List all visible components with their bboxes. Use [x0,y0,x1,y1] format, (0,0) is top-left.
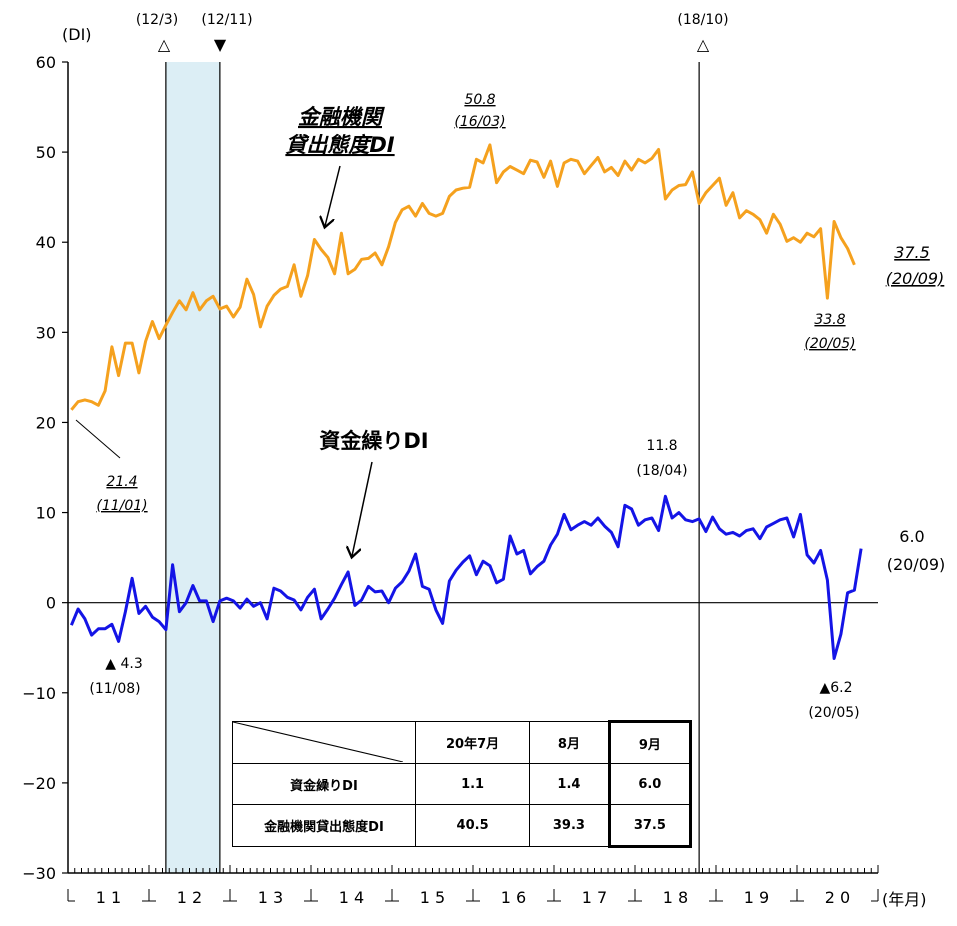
annotation-50-8: 50.8 [464,92,495,108]
annotation-33-8: 33.8 [814,312,845,328]
annotation-37-5: 37.5 [894,243,930,262]
event-marker-12-11: ▼ [214,35,227,54]
table-row-label: 金融機関貸出態度DI [232,804,416,847]
annotation-neg-4-3-date: (11/08) [89,681,140,697]
x-tick-label: 1 8 [663,888,688,907]
annotation-11-8-date: (18/04) [636,463,687,479]
y-tick-label: −30 [22,864,56,883]
annotation-6-0: 6.0 [899,527,924,546]
event-marker-12-3: △ [158,35,171,54]
y-tick-label: −20 [22,774,56,793]
x-tick-label: 1 5 [420,888,445,907]
y-tick-label: 60 [36,53,56,72]
x-tick-label: 1 3 [258,888,283,907]
table-header-row: 20年7月 8月 9月 [232,720,693,764]
summary-table: 20年7月 8月 9月 資金繰りDI 1.1 1.4 6.0 金融機関貸出態度D… [232,720,693,848]
series-label-lending-2: 貸出態度DI [285,133,394,157]
table-row: 金融機関貸出態度DI 40.5 39.3 37.5 [232,804,693,848]
table-cell: 39.3 [529,804,610,847]
y-tick-label: 0 [46,594,56,613]
y-ticks: 60 50 40 30 20 10 0 −10 −20 −30 [22,53,68,883]
annotation-21-4-date: (11/01) [96,498,147,514]
table-cell: 40.5 [414,804,531,847]
x-tick-label: 1 7 [582,888,607,907]
event-marker-18-10: △ [697,35,710,54]
x-ticks [67,865,879,902]
table-cell: 1.1 [414,763,531,805]
table-row: 資金繰りDI 1.1 1.4 6.0 [232,763,693,805]
event-label-12-11: (12/11) [201,12,252,28]
annotation-6-0-date: (20/09) [887,555,946,574]
arrow-funding [352,461,373,556]
annotation-33-8-date: (20/05) [804,336,855,352]
y-tick-label: 30 [36,323,56,342]
event-label-12-3: (12/3) [136,12,178,28]
x-tick-label: 1 2 [177,888,202,907]
x-tick-label: 2 0 [825,888,850,907]
annotation-neg-6-2-date: (20/05) [808,705,859,721]
x-unit-label: (年月) [882,890,927,909]
table-cell: 1.4 [529,763,610,805]
y-unit-label: (DI) [62,25,92,44]
table-cell: 37.5 [607,804,693,848]
annotation-50-8-date: (16/03) [454,114,505,130]
annotation-37-5-date: (20/09) [886,269,945,288]
leader-line-11-01 [75,419,121,459]
table-header-jul: 20年7月 [414,721,531,764]
annotation-11-8: 11.8 [646,438,677,454]
x-tick-label: 1 4 [339,888,364,907]
y-tick-label: 20 [36,413,56,432]
x-tick-label: 1 6 [501,888,526,907]
event-label-18-10: (18/10) [677,12,728,28]
annotation-neg-4-3: ▲ 4.3 [105,656,142,672]
series-line-funding [70,494,863,660]
series-label-lending-1: 金融機関 [298,105,385,129]
y-tick-label: 40 [36,233,56,252]
series-line-lending [70,143,856,411]
annotation-21-4: 21.4 [106,474,137,490]
annotation-neg-6-2: ▲6.2 [819,680,852,696]
x-tick-label: 1 1 [96,888,121,907]
y-tick-label: −10 [22,684,56,703]
table-header-aug: 8月 [529,721,610,764]
year-labels: 1 1 1 2 1 3 1 4 1 5 1 6 1 7 1 8 1 9 2 0 [96,888,850,907]
y-tick-label: 50 [36,143,56,162]
series-label-funding: 資金繰りDI [319,429,428,453]
table-row-label: 資金繰りDI [232,763,416,805]
table-cell: 6.0 [607,763,693,805]
x-tick-label: 1 9 [744,888,769,907]
y-tick-label: 10 [36,504,56,523]
arrow-lending [325,165,341,226]
table-corner-cell [232,721,416,764]
table-header-sep: 9月 [607,720,693,764]
shaded-period [165,62,220,873]
